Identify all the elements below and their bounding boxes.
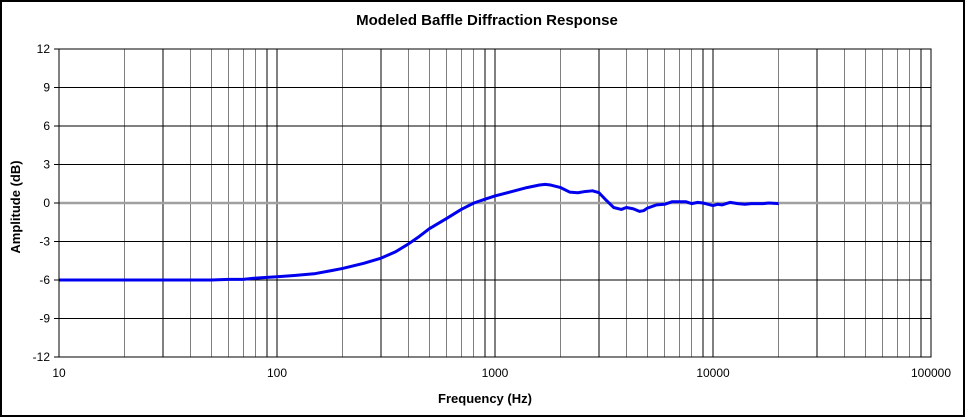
y-tick-label: -9 xyxy=(39,312,50,326)
x-tick-label: 10000 xyxy=(696,366,730,380)
x-axis-label: Frequency (Hz) xyxy=(438,391,532,406)
chart-title: Modeled Baffle Diffraction Response xyxy=(356,12,618,29)
series-line xyxy=(59,182,779,282)
y-tick-label: 3 xyxy=(43,158,50,172)
y-tick-label: -12 xyxy=(33,350,51,364)
y-axis-label: Amplitude (dB) xyxy=(8,160,23,253)
x-tick-label: 10 xyxy=(52,366,66,380)
y-tick-labels: 12 9 6 3 0 -3 -6 -9 -12 xyxy=(33,42,51,364)
y-tick-label: 6 xyxy=(43,119,50,133)
y-tick-label: 0 xyxy=(43,196,50,210)
x-tick-label: 1000 xyxy=(482,366,509,380)
y-tick-label: 12 xyxy=(37,42,51,56)
y-tick-label: 9 xyxy=(43,81,50,95)
y-tick-label: -3 xyxy=(39,235,50,249)
plot-border xyxy=(58,48,932,358)
x-tick-label: 100 xyxy=(267,366,287,380)
x-tick-labels: 10 100 1000 10000 100000 xyxy=(52,366,951,380)
x-tick-label: 100000 xyxy=(911,366,951,380)
y-tick-label: -6 xyxy=(39,273,50,287)
